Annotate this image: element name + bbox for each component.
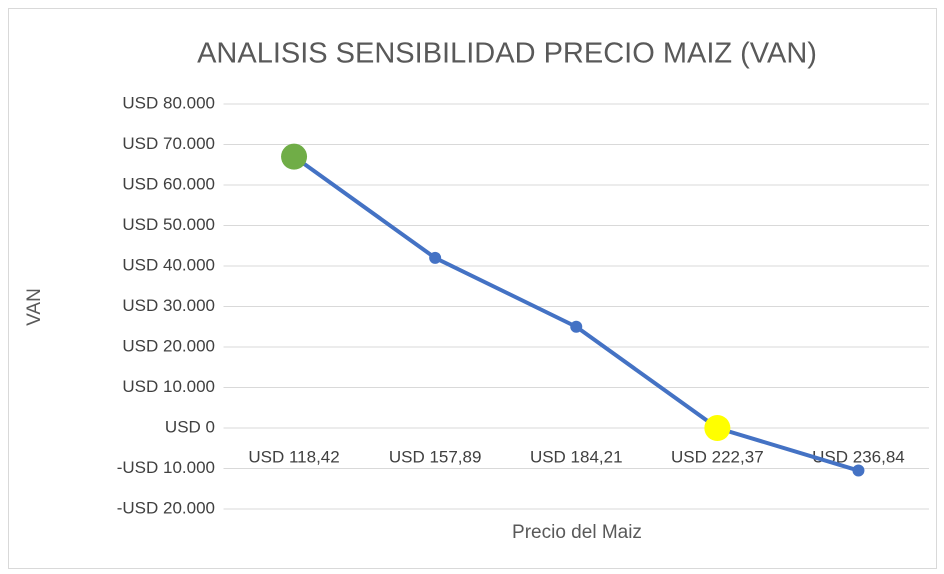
y-tick-label: USD 50.000: [122, 215, 215, 234]
x-tick-label: USD 118,42: [248, 447, 339, 466]
point: [281, 143, 308, 170]
point: [704, 415, 731, 441]
x-tick-label: USD 157,89: [389, 447, 482, 466]
y-tick-label: USD 70.000: [122, 134, 215, 153]
x-tick-label: USD 236,84: [812, 447, 905, 466]
chart-title: ANALISIS SENSIBILIDAD PRECIO MAIZ (VAN): [197, 38, 817, 70]
x-axis-title: Precio del Maiz: [512, 522, 642, 543]
point: [429, 251, 442, 264]
y-tick-label: USD 30.000: [122, 296, 215, 315]
y-tick-label: -USD 10.000: [117, 458, 215, 477]
y-axis-title: VAN: [24, 288, 45, 326]
y-tick-label: USD 20.000: [122, 336, 215, 355]
point: [570, 320, 583, 333]
point: [852, 464, 865, 477]
y-tick-label: USD 10.000: [122, 377, 215, 396]
y-tick-label: USD 60.000: [122, 174, 215, 193]
y-tick-label: USD 40.000: [122, 255, 215, 274]
x-tick-label: USD 184,21: [530, 447, 623, 466]
y-tick-label: USD 80.000: [122, 93, 215, 112]
chart-frame: [8, 8, 937, 569]
x-tick-label: USD 222,37: [671, 447, 764, 466]
y-tick-label: USD 0: [165, 417, 215, 436]
y-tick-label: -USD 20.000: [117, 498, 215, 517]
